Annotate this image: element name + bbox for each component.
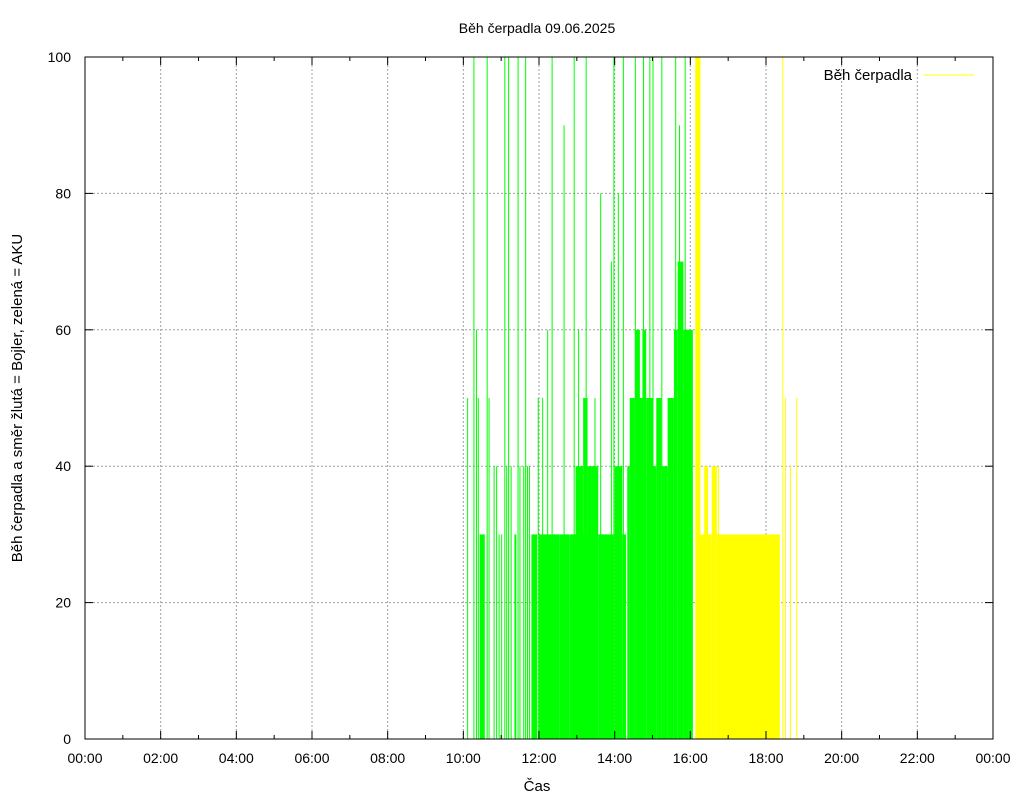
series-block bbox=[627, 466, 630, 739]
series-block bbox=[704, 466, 708, 739]
series-block bbox=[479, 534, 485, 739]
series-bojler bbox=[695, 57, 798, 739]
series-block bbox=[575, 466, 584, 739]
series-block bbox=[531, 534, 538, 739]
x-tick-label: 06:00 bbox=[294, 750, 329, 766]
y-tick-label: 0 bbox=[63, 731, 71, 747]
series-block bbox=[622, 534, 627, 739]
series-layer bbox=[467, 57, 798, 739]
x-tick-label: 10:00 bbox=[446, 750, 481, 766]
series-block bbox=[667, 398, 674, 739]
legend: Běh čerpadla bbox=[824, 67, 974, 84]
series-block bbox=[683, 329, 689, 739]
series-block bbox=[539, 534, 560, 739]
y-tick-label: 100 bbox=[48, 49, 72, 65]
series-block bbox=[603, 534, 607, 739]
legend-entry-label: Běh čerpadla bbox=[824, 67, 913, 84]
x-tick-label: 00:00 bbox=[67, 750, 102, 766]
y-tick-label: 20 bbox=[55, 595, 71, 611]
series-block bbox=[688, 329, 693, 739]
x-tick-label: 08:00 bbox=[370, 750, 405, 766]
x-tick-label: 04:00 bbox=[219, 750, 254, 766]
y-tick-label: 40 bbox=[55, 458, 71, 474]
x-tick-label: 16:00 bbox=[673, 750, 708, 766]
series-block bbox=[514, 534, 517, 739]
x-tick-label: 02:00 bbox=[143, 750, 178, 766]
y-tick-label: 60 bbox=[55, 322, 71, 338]
ticks-layer bbox=[84, 56, 994, 740]
x-axis-label: Čas bbox=[524, 778, 551, 795]
chart-title: Běh čerpadla 09.06.2025 bbox=[459, 20, 616, 36]
x-tick-label: 18:00 bbox=[748, 750, 783, 766]
y-axis-label: Běh čerpadla a směr žlutá = Bojler, zele… bbox=[9, 234, 26, 563]
series-block bbox=[711, 466, 717, 739]
y-tick-label: 80 bbox=[55, 185, 71, 201]
series-block bbox=[583, 398, 588, 739]
x-tick-label: 22:00 bbox=[900, 750, 935, 766]
series-block bbox=[598, 534, 615, 739]
x-tick-label: 12:00 bbox=[521, 750, 556, 766]
series-block bbox=[559, 534, 566, 739]
series-block bbox=[695, 57, 701, 739]
series-block bbox=[661, 466, 668, 739]
series-block bbox=[639, 398, 643, 739]
x-tick-label: 14:00 bbox=[597, 750, 632, 766]
tick-labels: 00:00 02:00 04:00 06:00 08:00 10:00 12:00 14:00… bbox=[48, 49, 1011, 766]
series-aku bbox=[467, 57, 693, 739]
x-tick-label: 00:00 bbox=[975, 750, 1010, 766]
series-block bbox=[629, 398, 635, 739]
x-tick-label: 20:00 bbox=[824, 750, 859, 766]
series-block bbox=[642, 329, 647, 739]
series-block bbox=[677, 261, 684, 739]
series-block bbox=[565, 534, 570, 739]
series-block bbox=[587, 466, 592, 739]
series-block bbox=[716, 534, 780, 739]
series-block bbox=[634, 329, 640, 739]
series-block bbox=[652, 466, 657, 739]
series-block bbox=[656, 398, 662, 739]
